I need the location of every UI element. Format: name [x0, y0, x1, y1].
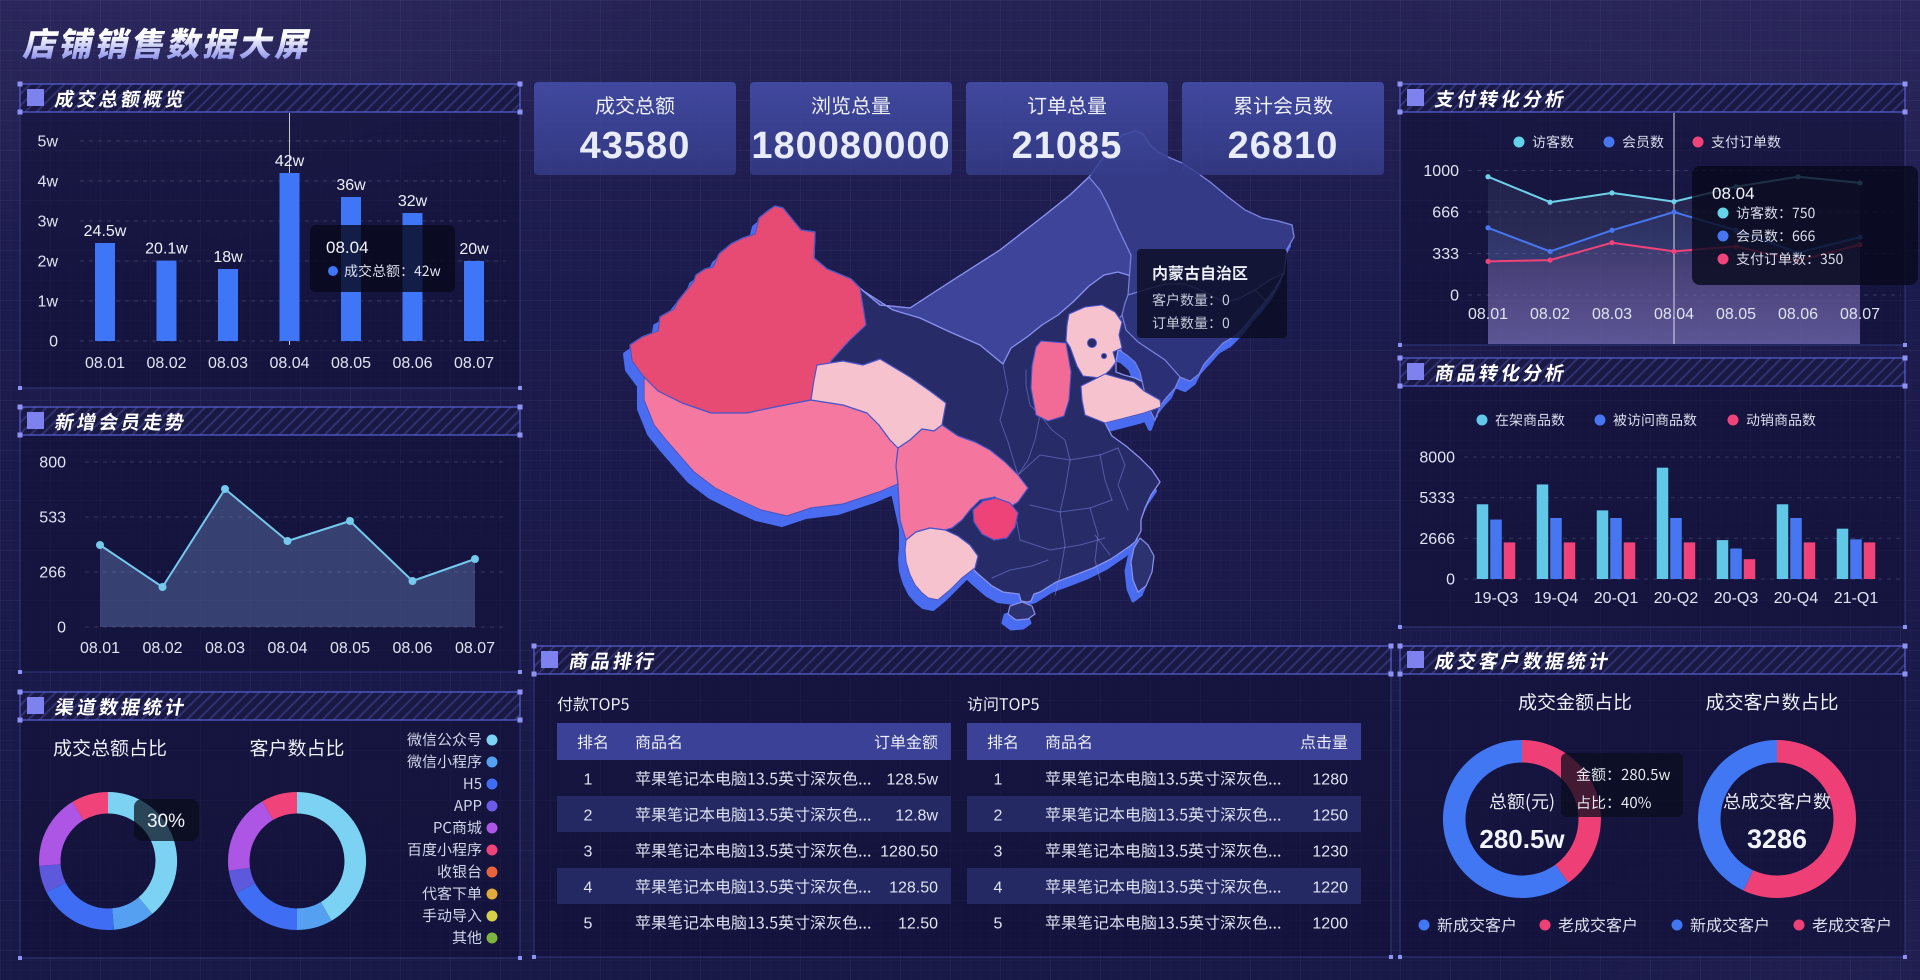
svg-text:180080000: 180080000	[751, 125, 950, 167]
svg-text:26810: 26810	[1228, 125, 1339, 167]
svg-text:1250: 1250	[1312, 808, 1348, 825]
svg-text:666: 666	[1432, 205, 1459, 222]
svg-text:4w: 4w	[38, 174, 59, 191]
svg-text:08.01: 08.01	[80, 640, 120, 657]
svg-text:21085: 21085	[1012, 125, 1123, 167]
svg-text:8000: 8000	[1419, 450, 1455, 467]
svg-text:20-Q3: 20-Q3	[1714, 590, 1759, 607]
svg-text:08.05: 08.05	[330, 640, 370, 657]
svg-text:1230: 1230	[1312, 844, 1348, 861]
svg-text:19-Q4: 19-Q4	[1534, 590, 1579, 607]
svg-text:19-Q3: 19-Q3	[1474, 590, 1519, 607]
svg-text:36w: 36w	[336, 177, 366, 194]
svg-text:08.03: 08.03	[208, 355, 248, 372]
svg-text:2: 2	[994, 808, 1003, 825]
svg-text:0: 0	[57, 620, 66, 637]
svg-text:800: 800	[39, 455, 66, 472]
svg-text:12.8w: 12.8w	[895, 808, 938, 825]
svg-text:08.01: 08.01	[1468, 306, 1508, 323]
svg-text:533: 533	[39, 510, 66, 527]
svg-text:20-Q1: 20-Q1	[1594, 590, 1639, 607]
svg-text:08.01: 08.01	[85, 355, 125, 372]
svg-text:5: 5	[584, 916, 593, 933]
svg-text:3286: 3286	[1747, 824, 1807, 854]
svg-text:08.02: 08.02	[146, 355, 186, 372]
svg-text:20.1w: 20.1w	[145, 241, 188, 258]
svg-text:08.04: 08.04	[1712, 184, 1755, 203]
svg-text:08.04: 08.04	[326, 238, 369, 257]
svg-text:20w: 20w	[459, 241, 489, 258]
svg-text:08.06: 08.06	[1778, 306, 1818, 323]
svg-text:08.04: 08.04	[1654, 306, 1694, 323]
svg-text:20-Q2: 20-Q2	[1654, 590, 1699, 607]
svg-text:1220: 1220	[1312, 880, 1348, 897]
svg-text:128.50: 128.50	[889, 880, 938, 897]
svg-text:1200: 1200	[1312, 916, 1348, 933]
svg-text:1280: 1280	[1312, 772, 1348, 789]
svg-text:3w: 3w	[38, 214, 59, 231]
svg-text:08.06: 08.06	[392, 640, 432, 657]
svg-text:0: 0	[49, 334, 58, 351]
svg-text:2666: 2666	[1419, 531, 1455, 548]
svg-text:08.04: 08.04	[269, 355, 309, 372]
svg-text:2: 2	[584, 808, 593, 825]
svg-text:08.06: 08.06	[392, 355, 432, 372]
svg-text:0: 0	[1450, 288, 1459, 305]
svg-text:08.05: 08.05	[1716, 306, 1756, 323]
svg-text:4: 4	[584, 880, 593, 897]
svg-text:08.02: 08.02	[142, 640, 182, 657]
svg-text:08.03: 08.03	[1592, 306, 1632, 323]
svg-text:08.07: 08.07	[455, 640, 495, 657]
svg-text:1w: 1w	[38, 294, 59, 311]
svg-text:5w: 5w	[38, 134, 59, 151]
svg-text:20-Q4: 20-Q4	[1774, 590, 1819, 607]
svg-text:4: 4	[994, 880, 1003, 897]
svg-text:24.5w: 24.5w	[84, 223, 127, 240]
svg-text:12.50: 12.50	[898, 916, 938, 933]
svg-text:3: 3	[584, 844, 593, 861]
svg-text:2w: 2w	[38, 254, 59, 271]
svg-text:3: 3	[994, 844, 1003, 861]
svg-text:1280.50: 1280.50	[880, 844, 938, 861]
svg-text:30%: 30%	[147, 811, 185, 832]
svg-text:32w: 32w	[398, 193, 428, 210]
svg-text:1000: 1000	[1423, 163, 1459, 180]
svg-text:280.5w: 280.5w	[1479, 824, 1565, 854]
svg-text:1: 1	[994, 772, 1003, 789]
svg-text:08.03: 08.03	[205, 640, 245, 657]
svg-text:266: 266	[39, 565, 66, 582]
svg-text:18w: 18w	[213, 249, 243, 266]
svg-text:42w: 42w	[275, 153, 305, 170]
svg-text:08.04: 08.04	[267, 640, 307, 657]
svg-text:43580: 43580	[580, 125, 691, 167]
svg-text:5: 5	[994, 916, 1003, 933]
svg-text:08.05: 08.05	[331, 355, 371, 372]
svg-text:0: 0	[1446, 572, 1455, 589]
svg-text:1: 1	[584, 772, 593, 789]
svg-text:128.5w: 128.5w	[886, 772, 938, 789]
svg-text:5333: 5333	[1419, 490, 1455, 507]
svg-text:333: 333	[1432, 246, 1459, 263]
svg-text:08.07: 08.07	[454, 355, 494, 372]
svg-text:08.02: 08.02	[1530, 306, 1570, 323]
svg-text:08.07: 08.07	[1840, 306, 1880, 323]
svg-text:21-Q1: 21-Q1	[1834, 590, 1879, 607]
